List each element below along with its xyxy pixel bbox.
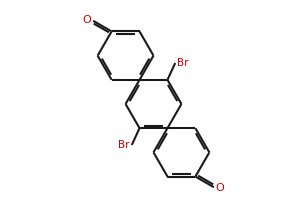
Text: Br: Br	[118, 140, 130, 150]
Text: O: O	[83, 15, 91, 25]
Text: O: O	[216, 183, 224, 193]
Text: Br: Br	[177, 58, 189, 68]
